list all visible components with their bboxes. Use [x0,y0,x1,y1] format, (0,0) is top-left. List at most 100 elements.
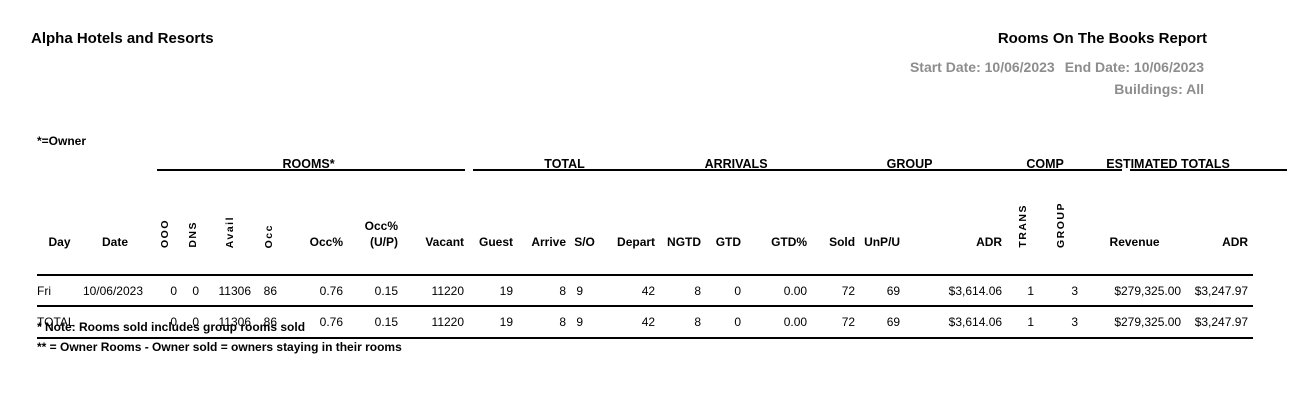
col-header-ooo-label: OOO [159,218,171,248]
cell-date: 10/06/2023 [82,283,143,298]
group-group: GROUP [886,157,933,171]
total-depart: 42 [641,315,656,329]
cell-day: Fri [37,283,51,298]
col-header-occ-label: Occ [263,223,275,248]
column-header-row: Day Date OOO DNS Avail Occ Occ% Occ% (U/… [37,175,1253,275]
cell-dns: 0 [192,283,199,298]
cell-vacant: 11220 [431,283,465,298]
total-comp-group: 3 [1071,315,1079,329]
col-header-vacant: Vacant [425,235,465,249]
col-header-depart: Depart [617,235,656,249]
cell-ooo: 0 [170,283,177,298]
table-row-total: TOTAL 0 0 11306 86 0.76 0.15 11220 19 8 … [37,306,1254,338]
total-est-adr: $3,247.97 [1194,315,1249,329]
group-arrivals: ARRIVALS [704,157,768,171]
col-header-gtd-pct: GTD% [771,235,808,249]
total-revenue: $279,325.00 [1114,315,1182,329]
col-header-day: Day [48,235,71,249]
group-comp: COMP [1026,157,1064,171]
cell-so: 9 [576,283,584,298]
start-date-label: Start Date: 10/06/2023 [909,59,1055,75]
report-title: Rooms On The Books Report [997,30,1207,47]
col-header-occ-pct: Occ% [309,235,343,249]
group-total: TOTAL [544,157,585,171]
total-occ: 86 [263,315,277,329]
cell-arrive: 8 [559,283,567,298]
cell-est-adr: $3,247.97 [1194,283,1249,298]
group-estimated-totals: ESTIMATED TOTALS [1106,157,1230,171]
note-rooms-sold: * Note: Rooms sold includes group rooms … [37,320,306,334]
cell-gtd: 0 [734,283,742,298]
col-header-comp-group-label: GROUP [1055,201,1068,248]
cell-group-adr: $3,614.06 [948,283,1003,298]
total-occ-pct: 0.76 [319,315,343,329]
total-ooo: 0 [170,315,177,329]
col-header-occ: Occ [256,175,282,275]
estimated-totals-underline [1130,169,1287,171]
total-arrivals-group-comp-underline [473,169,1122,171]
cell-unpu: 69 [886,283,901,298]
col-header-date: Date [101,235,128,249]
cell-revenue: $279,325.00 [1114,283,1182,298]
group-spacer [37,147,148,175]
col-header-so: S/O [574,235,595,249]
cell-occ: 86 [263,283,277,298]
col-header-group-adr: ADR [976,235,1003,249]
date-range-line: Start Date: 10/06/2023 End Date: 10/06/20… [910,56,1204,78]
note-owner-rooms: ** = Owner Rooms - Owner sold = owners s… [37,340,402,354]
cell-depart: 42 [641,283,656,298]
total-guest: 19 [499,315,514,329]
total-group-adr: $3,614.06 [948,315,1003,329]
cell-occ-pct: 0.76 [319,283,343,298]
col-header-dns: DNS [182,175,204,275]
table-row-fri: Fri 10/06/2023 0 0 11306 86 0.76 0.15 11… [37,275,1254,306]
cell-avail: 11306 [218,283,251,298]
col-header-guest: Guest [479,235,514,249]
total-vacant: 11220 [431,315,465,329]
cell-occ-pct-up: 0.15 [374,283,398,298]
col-header-unpu: UnP/U [864,235,901,249]
end-date-label: End Date: 10/06/2023 [1064,59,1204,75]
cell-guest: 19 [499,283,514,298]
col-header-ngtd: NGTD [667,235,702,249]
group-header-row: ROOMS* TOTAL ARRIVALS GROUP COMP ESTIMAT… [37,147,1253,175]
col-header-arrive: Arrive [531,235,567,249]
total-label: TOTAL [37,315,75,329]
cell-comp-group: 3 [1071,283,1079,298]
col-header-occ-pct-up: Occ% (U/P) [364,219,398,249]
cell-gtd-pct: 0.00 [783,283,808,298]
col-header-avail: Avail [204,175,256,275]
footer-notes: * Note: Rooms sold includes group rooms … [37,317,402,357]
total-so: 9 [576,315,584,329]
col-header-dns-label: DNS [187,221,199,248]
company-name: Alpha Hotels and Resorts [31,30,214,47]
rooms-on-books-table: ROOMS* TOTAL ARRIVALS GROUP COMP ESTIMAT… [37,147,1254,339]
col-header-est-adr: ADR [1222,235,1249,249]
group-rooms: ROOMS* [282,157,335,171]
col-header-trans: TRANS [1007,175,1039,275]
cell-trans: 1 [1027,283,1035,298]
cell-sold: 72 [841,283,856,298]
col-header-sold: Sold [829,235,856,249]
col-header-gtd: GTD [715,235,742,249]
col-header-avail-label: Avail [224,215,236,248]
total-gtd: 0 [734,315,742,329]
col-header-revenue: Revenue [1109,235,1160,249]
col-header-comp-group: GROUP [1039,175,1083,275]
total-unpu: 69 [886,315,901,329]
rooms-group-underline [157,169,465,171]
total-sold: 72 [841,315,856,329]
report-meta: Start Date: 10/06/2023 End Date: 10/06/20… [910,56,1204,100]
total-arrive: 8 [559,315,567,329]
cell-ngtd: 8 [694,283,702,298]
col-header-trans-label: TRANS [1017,204,1030,248]
total-gtd-pct: 0.00 [783,315,808,329]
total-trans: 1 [1027,315,1035,329]
total-dns: 0 [192,315,199,329]
buildings-label: Buildings: All [1114,81,1204,97]
col-header-ooo: OOO [148,175,182,275]
total-avail: 11306 [218,315,251,329]
owner-legend: *=Owner [37,134,87,148]
total-ngtd: 8 [694,315,702,329]
